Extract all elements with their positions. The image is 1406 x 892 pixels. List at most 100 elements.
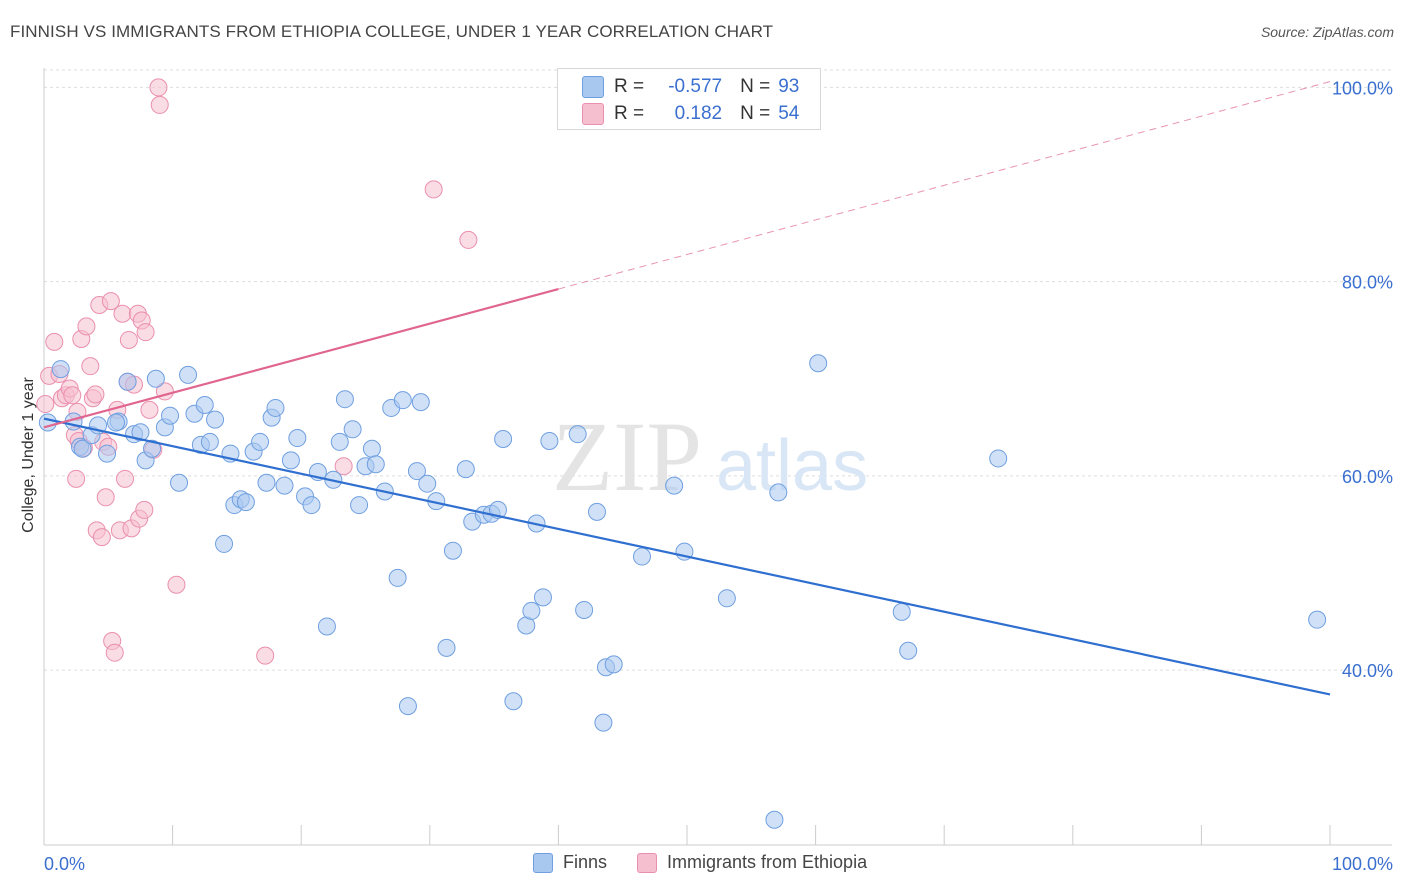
r-value: 0.182 — [674, 103, 723, 124]
data-point-ethiopia — [116, 469, 135, 488]
data-point-finns — [587, 502, 606, 521]
trend-line-finns — [43, 417, 1331, 696]
data-point-finns — [604, 655, 623, 674]
watermark: ZIP atlas — [552, 401, 868, 512]
data-point-ethiopia — [424, 180, 443, 199]
data-point-finns — [494, 430, 513, 449]
data-point-finns — [281, 451, 300, 470]
data-point-finns — [398, 697, 417, 716]
r-value: -0.577 — [668, 76, 723, 97]
finns-swatch — [582, 76, 604, 98]
data-point-finns — [317, 617, 336, 636]
data-point-finns — [388, 568, 407, 587]
data-point-finns — [302, 496, 321, 515]
r-label: R = — [614, 76, 645, 97]
data-point-finns — [118, 372, 137, 391]
data-point-finns — [275, 476, 294, 495]
data-point-finns — [540, 431, 559, 450]
x-tick-label: 0.0% — [44, 854, 85, 874]
data-point-finns — [38, 413, 57, 432]
x-tick-label: 100.0% — [1332, 854, 1393, 874]
r-label: R = — [614, 103, 645, 124]
watermark-atlas: atlas — [716, 426, 868, 506]
stats-row-ethiopia: R = 0.182 N = 54 — [582, 101, 799, 127]
data-point-ethiopia — [459, 230, 478, 249]
stats-row-finns: R = -0.577 N = 93 — [582, 74, 799, 100]
data-point-ethiopia — [101, 292, 120, 311]
data-point-finns — [765, 810, 784, 829]
data-point-finns — [107, 413, 126, 432]
data-point-finns — [522, 601, 541, 620]
n-value: 93 — [778, 76, 800, 97]
data-point-finns — [366, 455, 385, 474]
data-point-ethiopia — [86, 385, 105, 404]
data-point-finns — [251, 432, 270, 451]
data-point-finns — [257, 473, 276, 492]
y-tick-label: 60.0% — [1342, 467, 1393, 487]
data-point-finns — [266, 398, 285, 417]
data-point-ethiopia — [140, 400, 159, 419]
data-point-ethiopia — [96, 488, 115, 507]
data-point-finns — [195, 396, 214, 415]
data-point-ethiopia — [92, 528, 111, 547]
series-ethiopia-points — [36, 78, 478, 665]
data-point-finns — [437, 638, 456, 657]
tick-labels: 40.0% 60.0% 80.0% 100.0% 0.0% 100.0% — [44, 78, 1393, 874]
data-point-ethiopia — [256, 646, 275, 665]
data-point-finns — [407, 462, 426, 481]
data-point-finns — [146, 369, 165, 388]
y-axis-label: College, Under 1 year — [20, 377, 37, 533]
data-point-finns — [594, 713, 613, 732]
data-point-finns — [769, 483, 788, 502]
data-point-finns — [343, 420, 362, 439]
data-point-finns — [443, 541, 462, 560]
legend-item-ethiopia[interactable]: Immigrants from Ethiopia — [637, 852, 867, 873]
data-point-finns — [568, 425, 587, 444]
data-point-finns — [335, 390, 354, 409]
data-point-ethiopia — [334, 457, 353, 476]
data-point-finns — [418, 474, 437, 493]
data-point-finns — [665, 476, 684, 495]
y-tick-label: 80.0% — [1342, 273, 1393, 293]
data-point-finns — [170, 473, 189, 492]
axes — [43, 68, 1392, 846]
data-point-ethiopia — [45, 332, 64, 351]
data-point-ethiopia — [135, 500, 154, 519]
data-point-finns — [456, 460, 475, 479]
data-point-finns — [892, 602, 911, 621]
legend: Finns Immigrants from Ethiopia — [533, 852, 897, 873]
data-point-finns — [236, 493, 255, 512]
data-point-ethiopia — [150, 95, 169, 114]
data-point-ethiopia — [77, 317, 96, 336]
legend-item-finns[interactable]: Finns — [533, 852, 607, 873]
data-point-finns — [504, 692, 523, 711]
data-point-ethiopia — [119, 330, 138, 349]
data-point-finns — [989, 449, 1008, 468]
data-point-finns — [330, 432, 349, 451]
trend-lines — [43, 81, 1331, 696]
data-point-ethiopia — [149, 78, 168, 97]
y-tick-label: 40.0% — [1342, 661, 1393, 681]
data-point-ethiopia — [63, 386, 82, 405]
n-value: 54 — [778, 103, 800, 124]
data-point-finns — [575, 600, 594, 619]
data-point-finns — [533, 588, 552, 607]
data-point-finns — [51, 360, 70, 379]
data-point-finns — [809, 354, 828, 373]
data-point-finns — [362, 439, 381, 458]
series-finns-points — [38, 354, 1327, 829]
data-point-ethiopia — [67, 469, 86, 488]
stats-box: R = -0.577 N = 93 R = 0.182 N = 54 — [557, 68, 821, 130]
data-point-finns — [161, 406, 180, 425]
data-point-ethiopia — [113, 304, 132, 323]
data-point-finns — [73, 439, 92, 458]
grid-lines — [44, 69, 1392, 671]
y-tick-label: 100.0% — [1332, 78, 1393, 98]
data-point-finns — [98, 444, 117, 463]
data-point-finns — [131, 423, 150, 442]
data-point-finns — [899, 641, 918, 660]
data-point-finns — [393, 391, 412, 410]
data-point-ethiopia — [81, 357, 100, 376]
legend-label: Immigrants from Ethiopia — [667, 852, 868, 872]
data-point-finns — [215, 534, 234, 553]
